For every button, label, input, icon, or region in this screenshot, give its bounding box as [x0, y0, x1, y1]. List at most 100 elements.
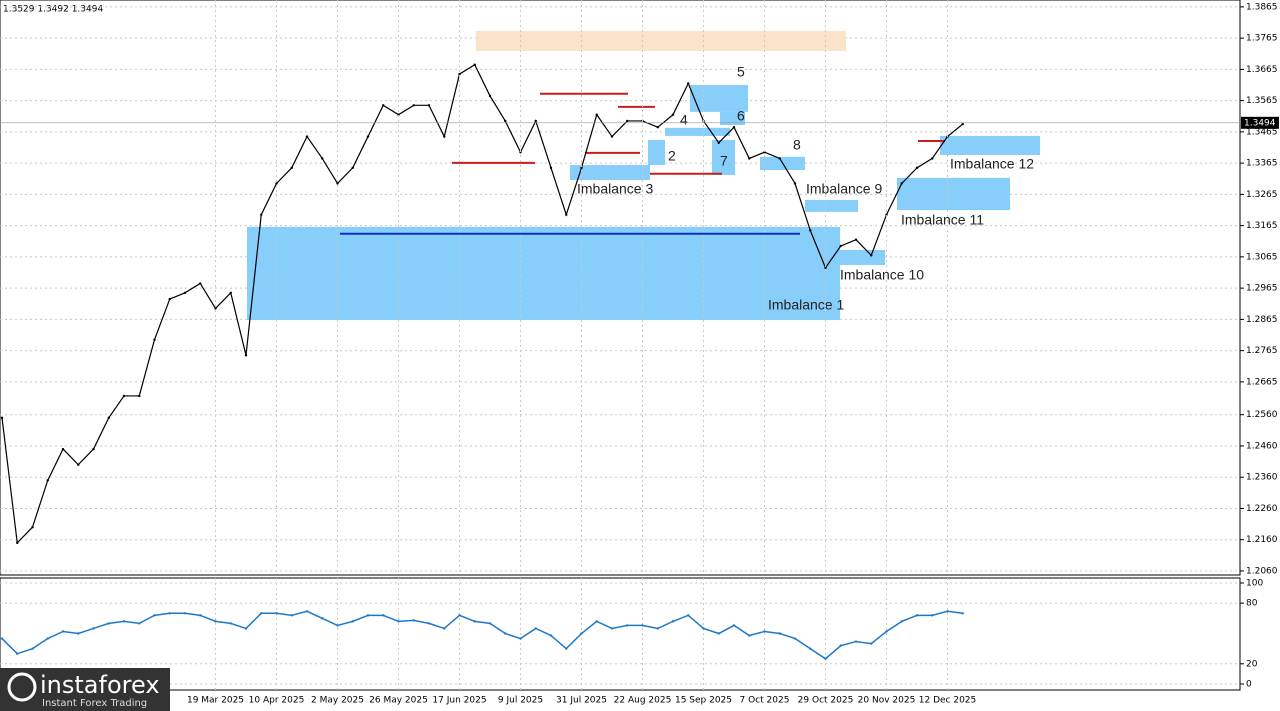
y-tick-label: 1.2260: [1246, 504, 1278, 514]
point: [748, 157, 751, 160]
point: [260, 213, 263, 216]
logo-tagline: Instant Forex Trading: [42, 698, 147, 709]
point: [183, 291, 187, 295]
point: [473, 63, 476, 66]
x-tick-label: 10 Apr 2025: [249, 696, 305, 706]
point: [366, 614, 370, 617]
point: [580, 166, 583, 170]
point: [443, 135, 446, 138]
y-tick-label: 1.2865: [1246, 315, 1278, 325]
point: [641, 624, 644, 627]
point: [610, 627, 614, 630]
point: [321, 617, 324, 620]
point: [321, 157, 324, 160]
point: [748, 634, 751, 637]
point: [336, 624, 339, 627]
point: [626, 119, 629, 123]
zone-label: 5: [737, 64, 745, 80]
point: [199, 282, 202, 285]
point: [809, 647, 812, 650]
point: [16, 652, 19, 655]
point: [626, 624, 629, 627]
zone-label: Imbalance 3: [577, 181, 653, 197]
zone: [648, 140, 665, 165]
zone: [247, 226, 840, 320]
x-tick-label: 2 May 2025: [311, 696, 364, 706]
zone-label: 4: [680, 112, 688, 128]
y-tick-label: 1.3865: [1246, 2, 1278, 12]
point: [397, 113, 400, 116]
point: [46, 637, 49, 640]
y-tick-label: 1.3465: [1246, 127, 1278, 137]
point: [412, 104, 415, 107]
point: [488, 622, 492, 625]
point: [397, 620, 400, 623]
point: [656, 627, 659, 630]
point: [229, 622, 232, 625]
zone: [570, 165, 650, 180]
y-tick-label: 20: [1246, 659, 1258, 669]
point: [565, 647, 568, 650]
point: [214, 307, 217, 310]
point: [900, 620, 903, 623]
point: [504, 632, 507, 635]
point: [351, 166, 354, 170]
point: [519, 637, 522, 640]
point: [656, 125, 659, 129]
point: [168, 612, 171, 615]
zone: [712, 140, 735, 175]
x-tick-label: 12 Dec 2025: [919, 696, 977, 706]
point: [382, 614, 385, 617]
point: [915, 166, 919, 170]
point: [46, 479, 49, 482]
point: [885, 213, 888, 216]
point: [92, 627, 95, 630]
x-tick-label: 31 Jul 2025: [556, 696, 607, 706]
point: [915, 614, 919, 617]
point: [199, 614, 202, 617]
y-tick-label: 1.2060: [1246, 566, 1278, 576]
point: [488, 94, 492, 98]
zone: [665, 127, 730, 136]
point: [702, 627, 705, 630]
point: [763, 150, 766, 154]
last-price-label: 1.3494: [1244, 118, 1276, 128]
point: [290, 166, 293, 170]
point: [839, 644, 842, 647]
point: [504, 119, 507, 123]
point: [336, 182, 339, 185]
point: [31, 525, 34, 529]
y-tick-label: 1.3365: [1246, 159, 1278, 169]
zone-label: Imbalance 12: [950, 156, 1034, 172]
point: [138, 394, 141, 398]
point: [427, 104, 431, 107]
series-line: [1, 63, 964, 545]
y-tick-label: 1.3265: [1246, 190, 1278, 200]
point: [260, 612, 263, 615]
y-tick-label: 1.2360: [1246, 473, 1278, 483]
last-price-box: [1241, 116, 1279, 129]
point: [61, 447, 65, 451]
zone-label: 7: [720, 153, 728, 169]
x-tick-label: 7 Oct 2025: [740, 696, 790, 706]
point: [610, 135, 614, 138]
point: [229, 291, 232, 295]
point: [885, 630, 888, 633]
point: [854, 640, 858, 643]
point: [122, 620, 126, 623]
point: [107, 622, 110, 625]
point: [549, 634, 553, 637]
point: [519, 150, 522, 154]
point: [946, 610, 949, 613]
y-tick-label: 0: [1246, 680, 1252, 690]
point: [107, 416, 110, 420]
point: [824, 657, 827, 660]
point: [458, 614, 461, 617]
point: [275, 182, 278, 185]
point: [153, 614, 156, 617]
point: [427, 622, 431, 625]
point: [290, 614, 293, 617]
point: [839, 244, 842, 248]
logo: instaforex Instant Forex Trading: [0, 668, 170, 711]
